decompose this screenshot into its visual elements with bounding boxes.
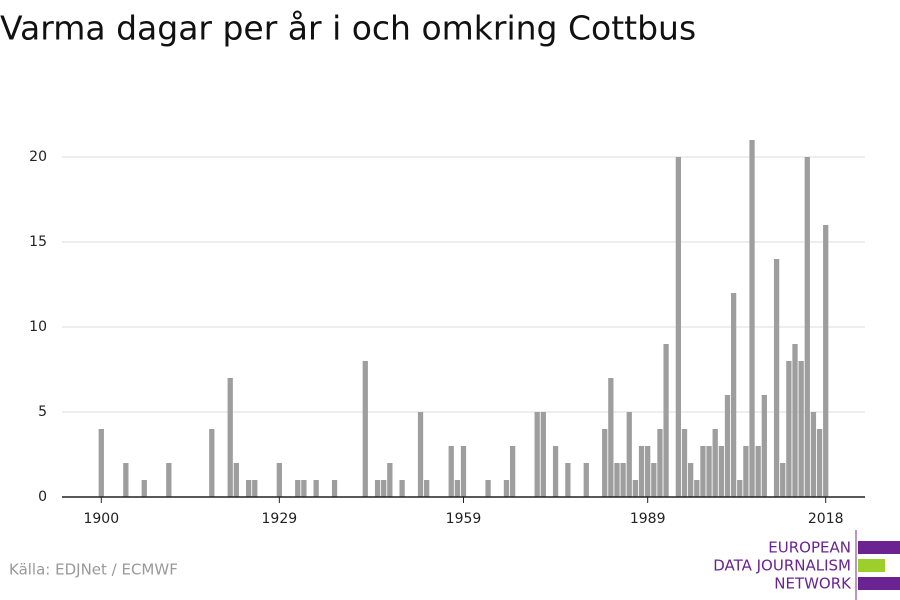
logo-bar bbox=[858, 559, 885, 572]
bar bbox=[761, 395, 767, 497]
bar bbox=[773, 259, 780, 497]
bar bbox=[166, 463, 172, 497]
y-tick-label: 0 bbox=[38, 489, 47, 505]
bar bbox=[399, 480, 405, 497]
bar bbox=[295, 480, 301, 497]
bar bbox=[651, 463, 657, 497]
bar bbox=[503, 480, 510, 497]
bar bbox=[730, 293, 737, 497]
bar bbox=[749, 140, 755, 497]
bar bbox=[485, 480, 491, 497]
bar bbox=[540, 412, 546, 497]
bar bbox=[583, 463, 589, 497]
bar bbox=[509, 446, 516, 497]
bar bbox=[362, 361, 368, 497]
bar bbox=[718, 446, 724, 497]
bar bbox=[387, 463, 393, 497]
logo-text: DATA JOURNALISM bbox=[713, 557, 851, 575]
bar bbox=[694, 480, 700, 497]
bar bbox=[737, 480, 743, 497]
bar bbox=[565, 463, 571, 497]
bar bbox=[823, 225, 829, 497]
logo-bar bbox=[858, 541, 900, 554]
bar bbox=[657, 429, 663, 497]
bar bbox=[331, 480, 338, 497]
bar bbox=[381, 480, 387, 497]
bar bbox=[245, 480, 252, 497]
x-tick-label: 1929 bbox=[262, 511, 298, 527]
bar bbox=[252, 480, 258, 497]
bar bbox=[780, 463, 786, 497]
bar bbox=[233, 463, 239, 497]
x-tick-label: 2018 bbox=[808, 511, 844, 527]
bar bbox=[755, 446, 761, 497]
bar bbox=[374, 480, 381, 497]
bar bbox=[798, 361, 804, 497]
x-tick-label: 1900 bbox=[83, 511, 119, 527]
bar bbox=[98, 429, 104, 497]
bar bbox=[638, 446, 645, 497]
bar bbox=[792, 344, 798, 497]
bar bbox=[448, 446, 454, 497]
bar bbox=[700, 446, 706, 497]
bar bbox=[688, 463, 694, 497]
bar bbox=[786, 361, 792, 497]
bar bbox=[424, 480, 430, 497]
bar bbox=[614, 463, 620, 497]
bar bbox=[626, 412, 632, 497]
logo-text: EUROPEAN bbox=[768, 539, 851, 557]
bar bbox=[602, 429, 608, 497]
bar bbox=[534, 412, 540, 497]
bar bbox=[123, 463, 129, 497]
bar bbox=[552, 446, 559, 497]
bar bbox=[620, 463, 626, 497]
y-tick-label: 15 bbox=[29, 234, 47, 250]
bar bbox=[681, 429, 688, 497]
bar bbox=[460, 446, 467, 497]
source: Källa: EDJNet / ECMWF bbox=[9, 561, 178, 579]
y-tick-label: 20 bbox=[29, 149, 47, 165]
bar bbox=[417, 412, 424, 497]
bar bbox=[706, 446, 712, 497]
bar bbox=[743, 446, 749, 497]
logo-text: NETWORK bbox=[774, 575, 852, 593]
bar bbox=[810, 412, 817, 497]
logo-bar bbox=[858, 577, 900, 590]
bar bbox=[632, 480, 639, 497]
bar bbox=[712, 429, 718, 497]
bar bbox=[804, 157, 810, 497]
bar bbox=[209, 429, 215, 497]
bar bbox=[227, 378, 233, 497]
bar bbox=[724, 395, 731, 497]
bar bbox=[276, 463, 282, 497]
x-tick-label: 1989 bbox=[630, 511, 666, 527]
bar bbox=[313, 480, 319, 497]
y-tick-label: 5 bbox=[38, 404, 47, 420]
bar bbox=[301, 480, 307, 497]
bar bbox=[675, 157, 682, 497]
bar bbox=[816, 429, 823, 497]
x-tick-label: 1959 bbox=[446, 511, 482, 527]
y-tick-label: 10 bbox=[29, 319, 47, 335]
bar bbox=[141, 480, 147, 497]
bar bbox=[454, 480, 461, 497]
bar bbox=[645, 446, 651, 497]
bar bbox=[608, 378, 614, 497]
bar bbox=[663, 344, 669, 497]
chart-title: Varma dagar per år i och omkring Cottbus bbox=[0, 9, 696, 48]
